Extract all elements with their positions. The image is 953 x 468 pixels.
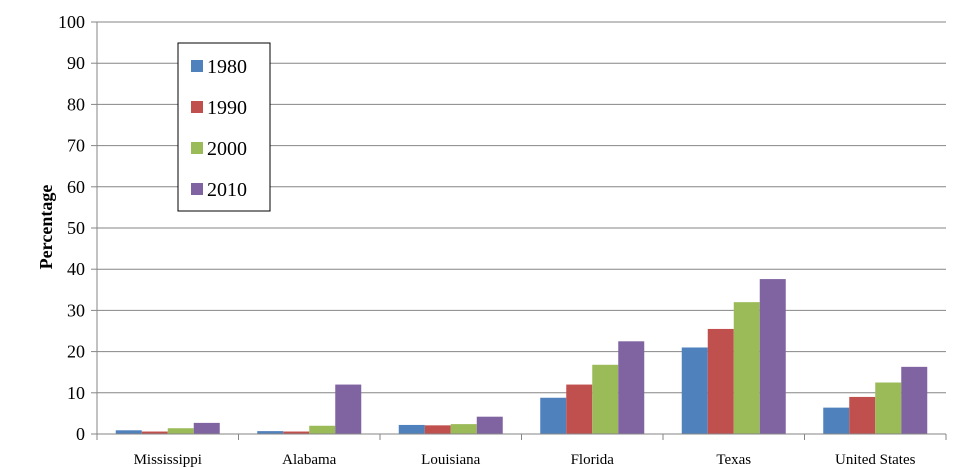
bar-2000-mississippi (167, 428, 194, 434)
y-axis-label: Percentage (36, 185, 56, 270)
y-tick-label: 40 (67, 259, 85, 279)
legend-swatch-2000 (191, 142, 203, 154)
y-tick-label: 20 (67, 342, 85, 362)
bar-1980-alabama (257, 431, 284, 434)
bar-1990-florida (566, 384, 593, 434)
x-tick-label: Mississippi (134, 452, 202, 468)
y-tick-label: 0 (76, 424, 85, 444)
bar-2000-louisiana (450, 424, 477, 434)
bar-1990-louisiana (424, 425, 451, 434)
x-tick-label: Alabama (282, 452, 336, 468)
y-tick-label: 30 (67, 300, 85, 320)
x-tick-label: Florida (571, 452, 615, 468)
bar-1990-united-states (849, 396, 876, 434)
bar-2010-texas (759, 279, 786, 434)
bar-2010-florida (618, 341, 645, 434)
bar-2000-united-states (875, 382, 902, 434)
y-tick-label: 100 (58, 12, 85, 32)
y-tick-label: 70 (67, 136, 85, 156)
bar-2010-louisiana (476, 416, 503, 434)
y-axis-ticks: 0 10 20 30 40 50 60 70 80 90 100 (58, 12, 98, 444)
bar-1980-texas (681, 347, 708, 434)
legend-swatch-1980 (191, 60, 203, 72)
bar-1980-louisiana (398, 424, 425, 434)
bar-1990-texas (707, 328, 734, 434)
legend-swatch-1990 (191, 101, 203, 113)
bar-2000-alabama (309, 425, 336, 434)
bar-1980-mississippi (115, 430, 142, 434)
bar-1990-alabama (283, 431, 310, 434)
bar-2010-alabama (335, 384, 362, 434)
bar-1980-florida (540, 397, 567, 434)
bars (115, 279, 928, 434)
bar-1980-united-states (823, 407, 850, 434)
legend: 1980 1990 2000 2010 (177, 42, 271, 212)
y-tick-label: 60 (67, 177, 85, 197)
bar-2000-florida (592, 364, 619, 434)
legend-swatch-2010 (191, 183, 203, 195)
legend-label-1990: 1990 (207, 97, 247, 119)
y-tick-label: 50 (67, 218, 85, 238)
y-tick-label: 90 (67, 53, 85, 73)
x-axis-tick-labels: Mississippi Alabama Louisiana Florida Texas U… (134, 452, 916, 468)
legend-label-1980: 1980 (207, 56, 247, 78)
bar-2000-texas (733, 302, 760, 434)
y-tick-label: 80 (67, 94, 85, 114)
legend-label-2000: 2000 (207, 138, 247, 160)
x-tick-label: Louisiana (421, 452, 480, 468)
y-tick-label: 10 (67, 383, 85, 403)
x-axis (96, 433, 947, 440)
bar-2010-united-states (901, 366, 928, 434)
bar-2010-mississippi (193, 422, 220, 434)
x-tick-label: United States (835, 452, 916, 468)
x-tick-label: Texas (716, 452, 751, 468)
legend-label-2010: 2010 (207, 179, 247, 201)
bar-1990-mississippi (141, 431, 168, 434)
